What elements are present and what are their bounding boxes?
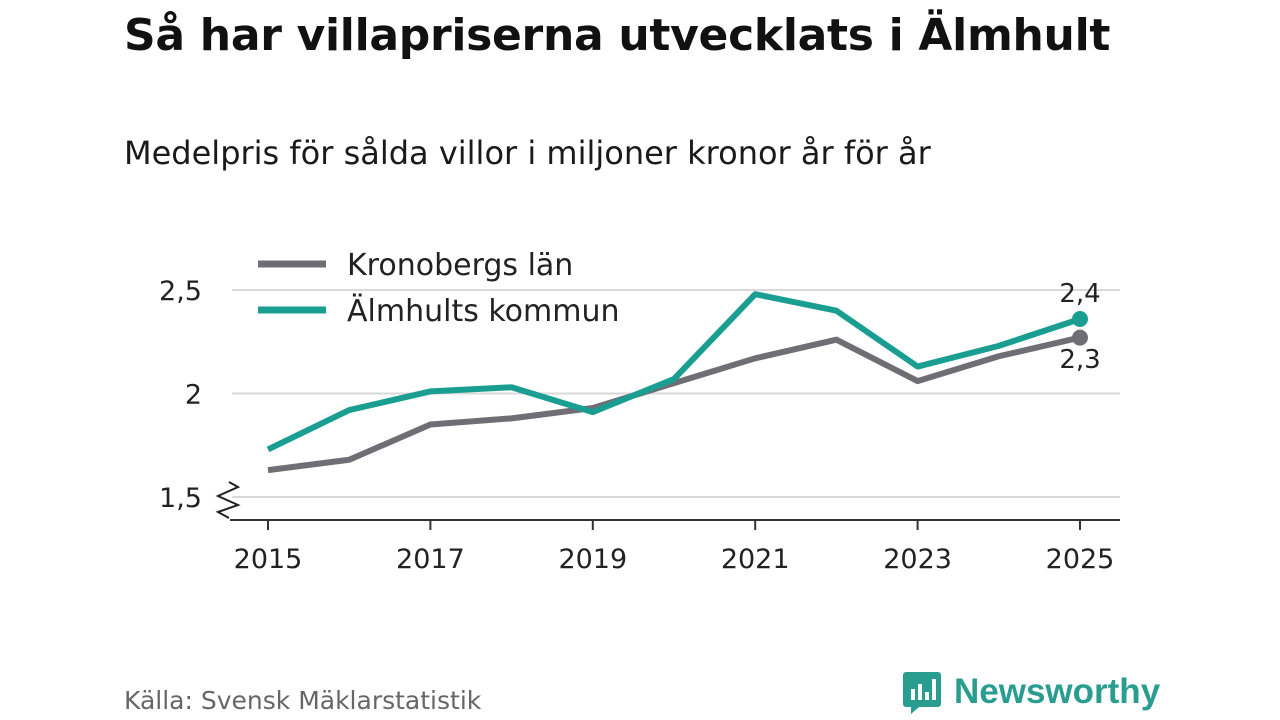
legend-label: Älmhults kommun bbox=[347, 293, 620, 329]
newsworthy-logo-icon bbox=[903, 672, 941, 714]
y-tick-label: 2 bbox=[185, 380, 202, 411]
end-label: 2,3 bbox=[1059, 345, 1100, 375]
legend-label: Kronobergs län bbox=[347, 248, 573, 283]
x-tick-label: 2017 bbox=[396, 544, 465, 575]
end-point bbox=[1072, 310, 1088, 327]
brand-name: Newsworthy bbox=[954, 672, 1161, 711]
x-tick-label: 2023 bbox=[883, 544, 952, 575]
brand-logo: Newsworthy bbox=[902, 670, 1160, 714]
x-tick-label: 2019 bbox=[558, 544, 627, 575]
x-tick-label: 2015 bbox=[234, 544, 303, 575]
series-line bbox=[266, 291, 1081, 453]
y-tick-label: 1,5 bbox=[159, 483, 202, 514]
chart-title: Så har villapriserna utvecklats i Älmhul… bbox=[124, 10, 1111, 61]
x-tick-label: 2025 bbox=[1046, 544, 1115, 575]
y-tick-label: 2,5 bbox=[159, 276, 202, 307]
source-note: Källa: Svensk Mäklarstatistik bbox=[124, 686, 482, 715]
end-label: 2,4 bbox=[1059, 279, 1100, 309]
axis-break-icon bbox=[215, 481, 241, 519]
chart-subtitle: Medelpris för sålda villor i miljoner kr… bbox=[124, 134, 931, 172]
end-point bbox=[1072, 329, 1088, 346]
x-tick-label: 2021 bbox=[721, 544, 790, 575]
series-line bbox=[267, 334, 1081, 474]
